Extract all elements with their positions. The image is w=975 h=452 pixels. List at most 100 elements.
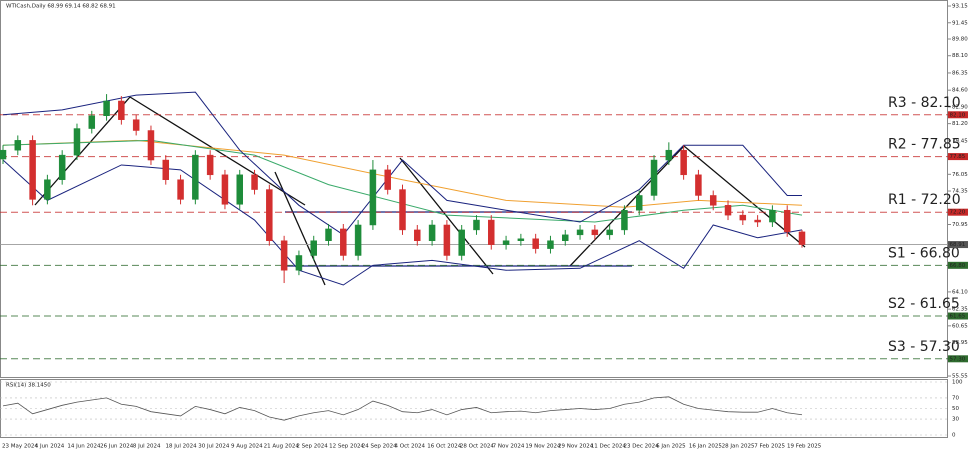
- x-tick-label: 28 Oct 2024: [460, 444, 495, 450]
- candle-body: [325, 228, 332, 241]
- x-tick-label: 30 Jul 2024: [198, 444, 230, 450]
- x-tick-label: 19 Nov 2024: [525, 444, 561, 450]
- x-tick-label: 23 Dec 2024: [623, 444, 659, 450]
- candle-body: [591, 229, 599, 236]
- y-tick-label: 84.60: [952, 88, 968, 94]
- level-label: S1 - 66.80: [888, 245, 960, 261]
- candle-body: [147, 130, 155, 161]
- candle-body: [621, 209, 628, 231]
- trendlines: [34, 96, 806, 286]
- candle-body: [310, 240, 317, 256]
- candle-body: [798, 231, 806, 245]
- level-tag-label: 72.20: [950, 210, 966, 216]
- candle-body: [103, 100, 110, 117]
- level-tag: [948, 261, 968, 269]
- x-tick-label: 28 Jan 2025: [722, 444, 755, 450]
- level-tag-label: 66.80: [950, 263, 966, 269]
- candle-body: [650, 159, 658, 196]
- level-tag-label: 82.10: [950, 112, 966, 118]
- y-tick-label: 60.65: [952, 323, 968, 329]
- candle-body: [162, 159, 170, 180]
- rsi-title: RSI(14) 38.1450: [6, 383, 51, 389]
- candle-body: [206, 154, 214, 176]
- level-tag: [948, 312, 968, 320]
- candle-body: [73, 128, 81, 156]
- candle-body: [532, 238, 539, 249]
- candle-body: [177, 179, 184, 200]
- candle-body: [192, 154, 199, 200]
- candle-body: [266, 189, 273, 241]
- trendline: [129, 96, 306, 206]
- candle-body: [783, 209, 791, 233]
- level-label: R2 - 77.85: [888, 137, 961, 153]
- candle-body: [769, 209, 776, 223]
- level-tag-label: 77.85: [950, 154, 966, 160]
- rsi-tick-label: 30: [952, 417, 959, 423]
- x-tick-label: 16 Oct 2024: [427, 444, 462, 450]
- candle-body: [280, 240, 288, 271]
- x-tick-label: 18 Jul 2024: [166, 444, 198, 450]
- rsi-tick-label: 50: [952, 406, 959, 412]
- overlay-line: [2, 139, 803, 223]
- candle-body: [295, 255, 303, 271]
- candle-body: [44, 179, 51, 200]
- overlay-line: [2, 139, 803, 208]
- candle-body: [0, 149, 7, 160]
- candle-body: [517, 238, 525, 241]
- x-tick-label: 4 Oct 2024: [395, 444, 426, 450]
- last-price-tag: [948, 241, 968, 249]
- x-tick-label: 4 Jun 2024: [35, 444, 65, 450]
- candle-body: [340, 228, 347, 256]
- x-tick-label: 2 Sep 2024: [296, 444, 328, 450]
- level-tag-label: 57.30: [950, 356, 966, 362]
- level-label: S3 - 57.30: [888, 339, 960, 355]
- last-price-label: 68.91: [950, 242, 966, 248]
- y-tick-label: 82.90: [952, 104, 968, 110]
- candle-body: [354, 224, 362, 256]
- candle-body: [399, 189, 406, 231]
- y-tick-label: 58.95: [952, 340, 968, 346]
- x-tick-label: 7 Nov 2024: [493, 444, 525, 450]
- trendline: [399, 157, 494, 275]
- x-tick-label: 29 Nov 2024: [558, 444, 594, 450]
- candle-body: [473, 219, 480, 231]
- candle-body: [635, 195, 643, 211]
- level-tag: [948, 355, 968, 363]
- y-tick-label: 91.45: [952, 20, 968, 26]
- y-tick-label: 88.10: [952, 53, 968, 59]
- x-tick-label: 8 Jul 2024: [133, 444, 161, 450]
- level-tag: [948, 111, 968, 119]
- candle-body: [384, 169, 391, 190]
- y-tick-label: 76.05: [952, 172, 968, 178]
- candle-body: [236, 174, 243, 205]
- candle-body: [251, 174, 258, 190]
- candle-body: [576, 229, 584, 236]
- candle-body: [58, 154, 66, 180]
- y-tick-label: 64.10: [952, 289, 968, 295]
- rsi-tick-label: 100: [952, 380, 963, 386]
- candle-body: [88, 115, 96, 129]
- x-tick-label: 16 Jan 2025: [689, 444, 722, 450]
- y-tick-label: 62.35: [952, 307, 968, 313]
- candle-body: [14, 140, 22, 151]
- chart-title: WTICash,Daily 68.99 69.14 68.82 68.91: [6, 4, 116, 10]
- level-tag: [948, 208, 968, 216]
- candle-body: [709, 195, 717, 206]
- candle-body: [428, 224, 436, 241]
- candle-body: [414, 229, 421, 241]
- x-tick-label: 26 Jun 2024: [100, 444, 134, 450]
- y-tick-label: 81.20: [952, 121, 968, 127]
- rsi-tick-label: 70: [952, 395, 959, 401]
- x-tick-label: 19 Feb 2025: [787, 444, 822, 450]
- candle-body: [221, 174, 229, 205]
- level-label: R3 - 82.10: [888, 95, 961, 111]
- candle-body: [739, 214, 747, 221]
- candle-body: [29, 140, 36, 200]
- level-tag: [948, 153, 968, 161]
- candle-body: [488, 219, 495, 245]
- y-tick-label: 79.45: [952, 138, 968, 144]
- x-tick-label: 9 Aug 2024: [231, 444, 263, 450]
- y-tick-label: 74.35: [952, 189, 968, 195]
- rsi-line: [2, 396, 803, 421]
- candle-body: [547, 240, 554, 249]
